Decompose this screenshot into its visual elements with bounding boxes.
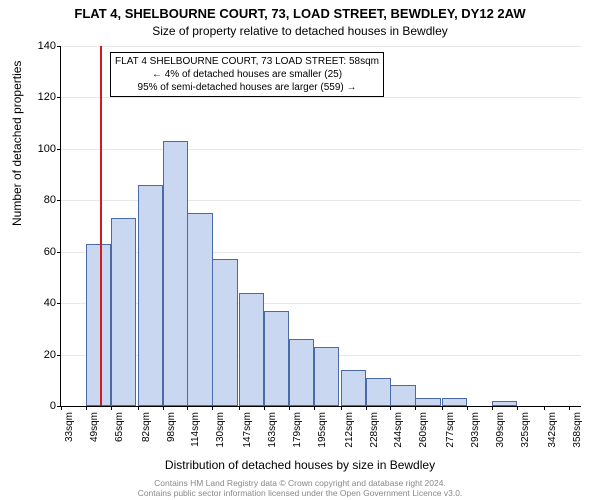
x-tick-label: 33sqm — [64, 412, 75, 462]
x-tick-mark — [517, 406, 518, 410]
x-tick-label: 163sqm — [267, 412, 278, 462]
x-tick-label: 130sqm — [215, 412, 226, 462]
x-tick-label: 244sqm — [393, 412, 404, 462]
x-tick-label: 277sqm — [445, 412, 456, 462]
y-tick-mark — [57, 97, 61, 98]
histogram-bar — [341, 370, 366, 406]
y-tick-label: 20 — [16, 349, 56, 361]
y-tick-label: 80 — [16, 194, 56, 206]
x-tick-mark — [264, 406, 265, 410]
y-tick-mark — [57, 200, 61, 201]
x-tick-label: 212sqm — [344, 412, 355, 462]
x-tick-mark — [86, 406, 87, 410]
annotation-line1: FLAT 4 SHELBOURNE COURT, 73 LOAD STREET:… — [115, 55, 379, 68]
x-tick-label: 325sqm — [520, 412, 531, 462]
footer-line1: Contains HM Land Registry data © Crown c… — [0, 478, 600, 488]
histogram-bar — [314, 347, 339, 406]
y-gridline — [61, 97, 581, 98]
x-tick-label: 49sqm — [89, 412, 100, 462]
histogram-bar — [492, 401, 517, 406]
y-tick-label: 0 — [16, 400, 56, 412]
x-tick-mark — [366, 406, 367, 410]
x-tick-label: 147sqm — [242, 412, 253, 462]
y-tick-label: 100 — [16, 143, 56, 155]
x-tick-mark — [314, 406, 315, 410]
histogram-bar — [163, 141, 188, 406]
x-tick-mark — [239, 406, 240, 410]
y-tick-label: 40 — [16, 297, 56, 309]
x-tick-label: 195sqm — [317, 412, 328, 462]
annotation-line3: 95% of semi-detached houses are larger (… — [115, 81, 379, 94]
y-gridline — [61, 46, 581, 47]
histogram-bar — [239, 293, 264, 406]
histogram-bar — [264, 311, 289, 406]
property-marker-line — [100, 46, 102, 406]
x-tick-label: 179sqm — [292, 412, 303, 462]
y-tick-mark — [57, 252, 61, 253]
y-tick-mark — [57, 303, 61, 304]
footer-line2: Contains public sector information licen… — [0, 488, 600, 498]
y-tick-mark — [57, 46, 61, 47]
x-tick-label: 293sqm — [470, 412, 481, 462]
x-tick-mark — [442, 406, 443, 410]
x-tick-mark — [212, 406, 213, 410]
x-tick-mark — [390, 406, 391, 410]
x-tick-mark — [341, 406, 342, 410]
histogram-bar — [390, 385, 415, 406]
x-tick-mark — [163, 406, 164, 410]
histogram-bar — [212, 259, 237, 406]
x-tick-label: 309sqm — [495, 412, 506, 462]
histogram-bar — [187, 213, 212, 406]
annotation-line2: ← 4% of detached houses are smaller (25) — [115, 68, 379, 81]
histogram-bar — [138, 185, 163, 406]
histogram-bar — [86, 244, 111, 406]
x-tick-mark — [544, 406, 545, 410]
x-tick-mark — [289, 406, 290, 410]
x-tick-label: 228sqm — [369, 412, 380, 462]
chart-footer: Contains HM Land Registry data © Crown c… — [0, 478, 600, 498]
x-tick-label: 82sqm — [141, 412, 152, 462]
x-tick-label: 342sqm — [547, 412, 558, 462]
histogram-bar — [366, 378, 391, 406]
y-tick-label: 120 — [16, 91, 56, 103]
y-tick-label: 140 — [16, 40, 56, 52]
histogram-bar — [289, 339, 314, 406]
histogram-bar — [442, 398, 467, 406]
x-tick-mark — [492, 406, 493, 410]
x-tick-mark — [467, 406, 468, 410]
chart-title-primary: FLAT 4, SHELBOURNE COURT, 73, LOAD STREE… — [0, 6, 600, 21]
histogram-bar — [415, 398, 440, 406]
y-tick-mark — [57, 149, 61, 150]
x-tick-mark — [61, 406, 62, 410]
x-tick-label: 260sqm — [418, 412, 429, 462]
x-tick-mark — [415, 406, 416, 410]
x-tick-mark — [111, 406, 112, 410]
y-gridline — [61, 149, 581, 150]
x-tick-label: 98sqm — [166, 412, 177, 462]
chart-title-secondary: Size of property relative to detached ho… — [0, 24, 600, 38]
histogram-bar — [111, 218, 136, 406]
annotation-box: FLAT 4 SHELBOURNE COURT, 73 LOAD STREET:… — [110, 52, 384, 97]
x-tick-label: 358sqm — [572, 412, 583, 462]
y-tick-mark — [57, 355, 61, 356]
x-tick-label: 114sqm — [190, 412, 201, 462]
x-tick-mark — [138, 406, 139, 410]
y-tick-label: 60 — [16, 246, 56, 258]
x-tick-label: 65sqm — [114, 412, 125, 462]
x-tick-mark — [187, 406, 188, 410]
chart-plot-area: FLAT 4 SHELBOURNE COURT, 73 LOAD STREET:… — [60, 46, 581, 407]
x-tick-mark — [569, 406, 570, 410]
